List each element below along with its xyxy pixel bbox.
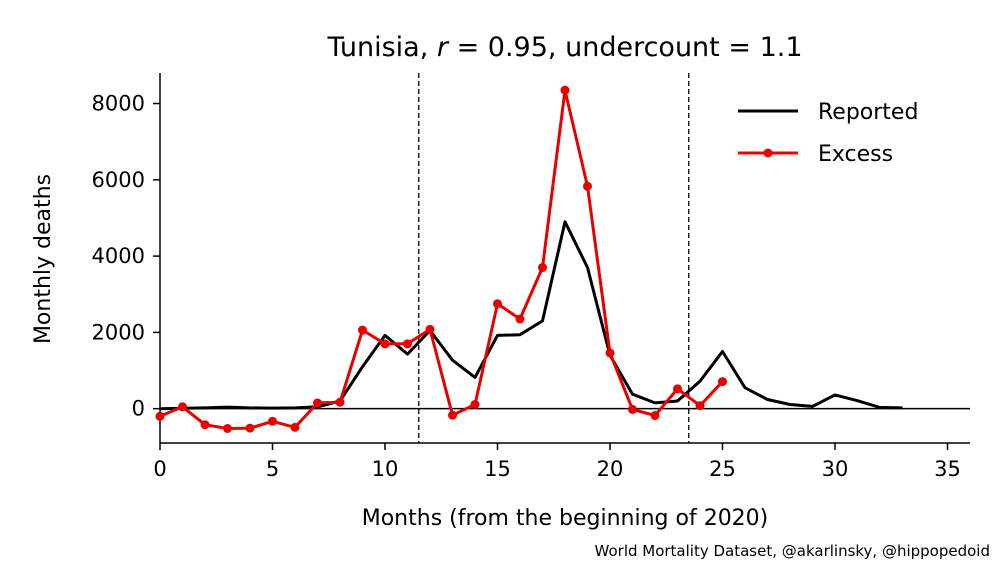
title-undercount-value: 1.1	[760, 32, 803, 63]
x-axis-label: Months (from the beginning of 2020)	[362, 506, 769, 531]
plot-area: 0 5 10 15 20 25 30 35 0 2000 4000 6000 8000	[92, 73, 970, 481]
series-excess-point	[425, 324, 435, 334]
credit-text: World Mortality Dataset, @akarlinsky, @h…	[595, 542, 990, 560]
series-excess-point	[178, 402, 187, 412]
legend: Reported Excess	[738, 100, 918, 167]
series-excess-point	[380, 339, 390, 349]
x-tick-label-5: 5	[266, 457, 279, 481]
series-excess-point	[403, 339, 412, 349]
legend-excess-marker	[763, 148, 773, 158]
series-reported-line	[159, 220, 903, 411]
series-excess-point	[650, 411, 660, 421]
series-excess-point	[515, 314, 525, 324]
x-tick-label-0: 0	[153, 457, 166, 481]
series-excess-point	[268, 416, 277, 426]
series-excess-point	[448, 410, 457, 420]
title-r-symbol: r	[437, 32, 450, 63]
series-excess-point	[200, 420, 210, 430]
series-excess-point	[560, 85, 570, 95]
series-excess-point	[628, 404, 637, 414]
series-excess-point	[493, 299, 502, 309]
series-excess-point	[718, 377, 727, 387]
chart-title: Tunisia, r = 0.95, undercount = 1.1	[326, 32, 802, 63]
x-tick-label-35: 35	[934, 457, 961, 481]
series-excess-point	[155, 411, 165, 421]
x-tick-label-10: 10	[372, 457, 399, 481]
legend-reported-label: Reported	[818, 100, 918, 125]
series-excess-point	[223, 424, 232, 434]
title-country: Tunisia	[326, 32, 419, 63]
series-excess-point	[358, 325, 367, 335]
series-excess-point	[673, 384, 682, 394]
series-excess-point	[695, 401, 705, 411]
series-excess-point	[245, 423, 255, 433]
series-excess-point	[335, 397, 345, 407]
x-tick-label-20: 20	[597, 457, 624, 481]
y-tick-label-4000: 4000	[92, 244, 145, 268]
series-excess-point	[290, 422, 300, 432]
series-excess-point	[538, 263, 547, 273]
y-tick-label-8000: 8000	[92, 92, 145, 116]
series-excess-point	[313, 398, 322, 408]
y-tick-label-6000: 6000	[92, 168, 145, 192]
x-tick-label-30: 30	[822, 457, 849, 481]
series-excess-point	[583, 181, 592, 191]
x-tick-label-25: 25	[709, 457, 736, 481]
y-tick-label-2000: 2000	[92, 320, 145, 344]
title-undercount-label: undercount	[565, 32, 720, 63]
legend-excess-label: Excess	[818, 142, 893, 167]
series-excess-point	[470, 399, 480, 409]
y-axis-label: Monthly deaths	[31, 174, 56, 344]
x-tick-label-15: 15	[484, 457, 511, 481]
series-excess-point	[605, 348, 615, 358]
y-tick-label-0: 0	[132, 397, 145, 421]
series-excess-line	[159, 88, 724, 430]
title-r-value: 0.95	[488, 32, 548, 63]
